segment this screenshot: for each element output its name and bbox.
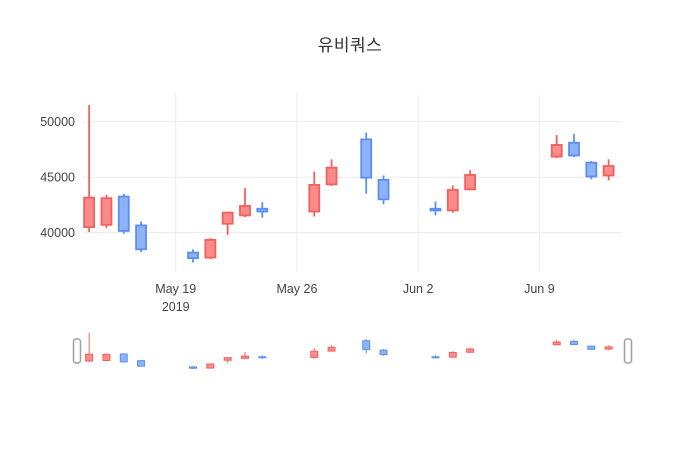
candle-decreasing [256, 202, 269, 218]
candle-decreasing [360, 132, 373, 194]
rangeslider-candle-increasing [223, 357, 232, 363]
candle-body [362, 340, 371, 351]
candle-body [204, 238, 217, 259]
rangeslider-candle-increasing [206, 363, 215, 369]
x-tick-sublabel: 2019 [162, 300, 190, 314]
candle-decreasing [135, 221, 147, 253]
rangeslider-candle-increasing [102, 353, 111, 362]
candle-body [308, 183, 321, 213]
candle-increasing [446, 185, 459, 213]
y-tick-label: 40000 [40, 226, 75, 240]
rangeslider-candle-decreasing [119, 353, 128, 363]
candle-body [429, 207, 442, 212]
candle-body [327, 346, 336, 352]
candle-increasing [464, 170, 477, 191]
candle-increasing [550, 134, 563, 159]
candle-increasing [83, 104, 96, 233]
candle-body [310, 350, 319, 358]
candle-body [221, 211, 234, 225]
candle-body [602, 165, 615, 177]
candle-body [448, 351, 457, 358]
candle-body [239, 205, 251, 217]
candle-body [117, 195, 130, 232]
x-tick-label: Jun 9 [524, 282, 555, 296]
candle-body [100, 197, 113, 226]
candle-body [206, 363, 215, 369]
rangeslider-candle-increasing [240, 352, 249, 359]
rangeslider-candle-decreasing [379, 349, 388, 356]
rangeslider-candle-decreasing [570, 339, 579, 345]
candle-body [585, 161, 598, 178]
x-tick-label: May 19 [155, 282, 196, 296]
candle-increasing [325, 159, 338, 186]
candle-body [570, 341, 579, 345]
candle-body [102, 353, 111, 361]
candle-body [377, 178, 390, 201]
candle-body [240, 355, 249, 359]
candle-body [431, 356, 440, 359]
candle-increasing [239, 188, 251, 218]
rangeslider-candle-increasing [448, 351, 457, 358]
x-tick-label: May 26 [276, 282, 317, 296]
candle-body [604, 346, 613, 350]
rangeslider-candle-increasing [310, 348, 319, 359]
candle-decreasing [568, 133, 580, 158]
candle-increasing [221, 211, 234, 235]
candle-body [446, 188, 459, 212]
candle-body [135, 224, 147, 251]
candle-body [189, 366, 198, 369]
candle-body [464, 173, 477, 191]
candle-body [587, 345, 596, 350]
candle-body [466, 348, 475, 353]
candle-decreasing [585, 161, 598, 180]
candle-body [137, 360, 146, 367]
candle-decreasing [187, 249, 199, 263]
candle-increasing [100, 194, 113, 229]
candle-decreasing [117, 193, 130, 234]
candle-increasing [204, 238, 217, 260]
rangeslider-right-handle[interactable] [623, 338, 633, 364]
candle-increasing [602, 159, 615, 181]
candle-decreasing [377, 175, 390, 205]
rangeslider-candle-decreasing [258, 355, 267, 359]
rangeslider-candle-decreasing [189, 366, 198, 370]
rangeslider-candle-increasing [327, 345, 336, 352]
rangeslider-candle-increasing [604, 345, 613, 351]
candle-body [223, 357, 232, 361]
y-tick-label: 50000 [40, 115, 75, 129]
candle-body [119, 353, 128, 363]
candle-body [85, 353, 94, 362]
candle-body [187, 251, 199, 260]
candle-body [552, 341, 561, 346]
candle-body [256, 207, 269, 213]
rangeslider-track[interactable] [83, 328, 622, 374]
rangeslider-candle-increasing [466, 347, 475, 353]
candle-body [258, 356, 267, 359]
rangeslider-left-handle[interactable] [72, 338, 82, 364]
candle-body [360, 138, 373, 179]
candle-increasing [308, 171, 321, 217]
rangeslider-candle-increasing [552, 339, 561, 346]
candle-body [325, 166, 338, 186]
y-tick-label: 45000 [40, 171, 75, 185]
rangeslider-candle-decreasing [431, 355, 440, 359]
candle-decreasing [429, 201, 442, 216]
candle-body [550, 144, 563, 158]
candle-body [379, 349, 388, 356]
candle-body [568, 141, 580, 157]
candle-body [83, 196, 96, 228]
rangeslider-candle-decreasing [137, 359, 146, 367]
rangeslider-candle-decreasing [587, 345, 596, 350]
rangeslider-candle-decreasing [362, 339, 371, 354]
chart-title: 유비쿼스 [317, 36, 383, 55]
x-tick-label: Jun 2 [403, 282, 434, 296]
rangeslider-candle-increasing [85, 332, 94, 363]
